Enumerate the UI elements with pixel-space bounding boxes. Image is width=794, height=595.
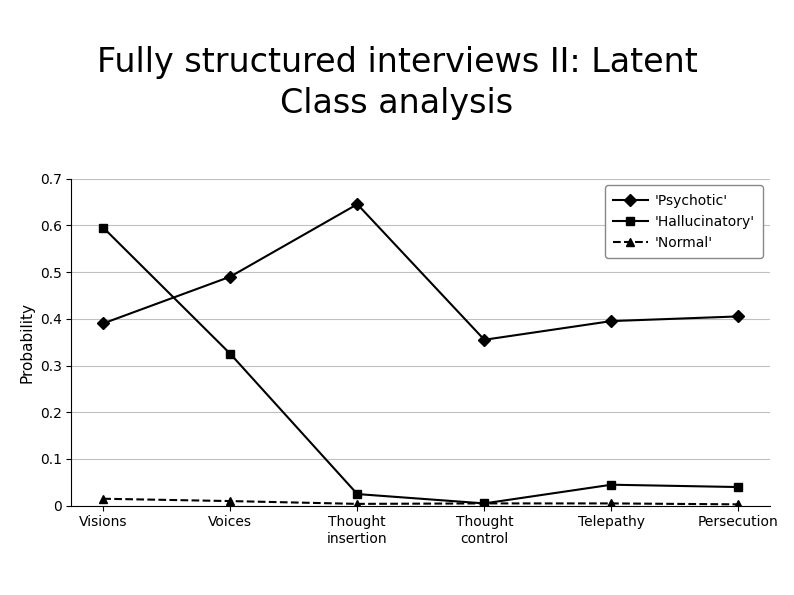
Y-axis label: Probability: Probability — [19, 302, 34, 383]
'Normal' — [607, 500, 616, 507]
'Hallucinatory' — [225, 350, 235, 358]
'Normal' — [353, 500, 362, 508]
'Psychotic' — [353, 201, 362, 208]
'Psychotic' — [734, 313, 743, 320]
'Psychotic' — [98, 320, 108, 327]
'Hallucinatory' — [734, 484, 743, 491]
'Hallucinatory' — [607, 481, 616, 488]
'Hallucinatory' — [98, 224, 108, 231]
Text: Fully structured interviews II: Latent
Class analysis: Fully structured interviews II: Latent C… — [97, 46, 697, 120]
'Psychotic' — [480, 336, 489, 343]
Line: 'Psychotic': 'Psychotic' — [99, 200, 742, 344]
'Normal' — [480, 500, 489, 507]
Line: 'Normal': 'Normal' — [99, 494, 742, 509]
'Normal' — [98, 495, 108, 502]
'Hallucinatory' — [480, 500, 489, 507]
'Normal' — [734, 501, 743, 508]
'Psychotic' — [607, 318, 616, 325]
Legend: 'Psychotic', 'Hallucinatory', 'Normal': 'Psychotic', 'Hallucinatory', 'Normal' — [605, 186, 763, 258]
'Normal' — [225, 497, 235, 505]
'Hallucinatory' — [353, 490, 362, 497]
Line: 'Hallucinatory': 'Hallucinatory' — [99, 223, 742, 508]
'Psychotic' — [225, 273, 235, 280]
